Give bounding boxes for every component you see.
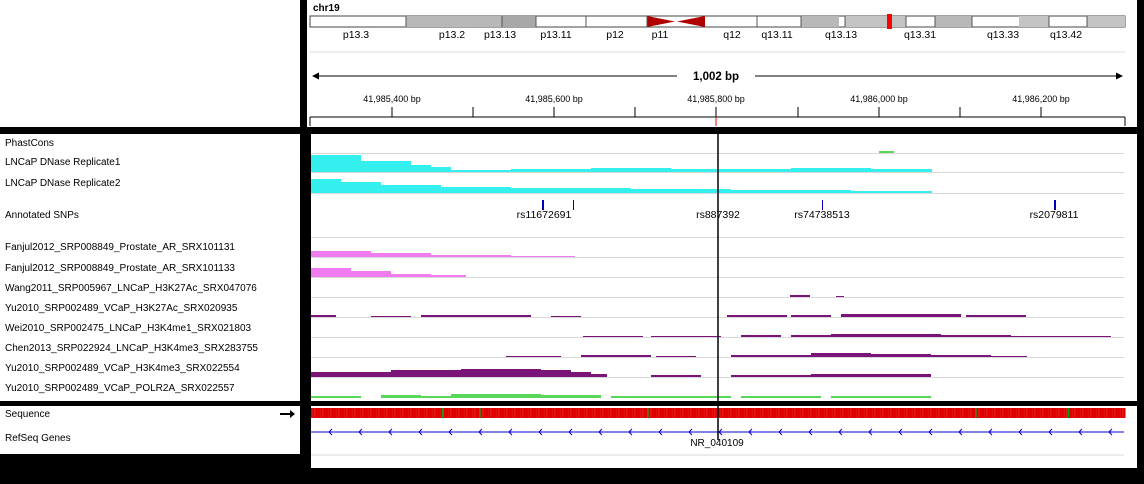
feature-track-panel[interactable]: NR_040109 — [311, 406, 1137, 468]
ideogram-band-label: q13.42 — [1050, 29, 1082, 41]
dnase-rep2-signal — [311, 179, 932, 193]
track-name-dnase-rep2[interactable]: LNCaP DNase Replicate2 — [5, 178, 121, 189]
h3k4me1-signal — [583, 334, 1111, 337]
header-name-panel — [0, 0, 300, 127]
ar-2-signal — [311, 268, 466, 277]
header-data-panel: chr19 — [307, 0, 1137, 127]
track-name-panel: PhastCons LNCaP DNase Replicate1 LNCaP D… — [0, 134, 300, 401]
span-label: 1,002 bp — [693, 71, 739, 83]
track-name-polr2a[interactable]: Yu2010_SRP002489_VCaP_POLR2A_SRX022557 — [5, 383, 235, 394]
ideogram-band-label: p13.13 — [484, 29, 516, 41]
span-indicator: 1,002 bp — [312, 71, 1123, 83]
gene-strand-chevrons — [328, 428, 1113, 436]
ruler-tick-label: 41,986,000 bp — [850, 94, 908, 104]
snp-label[interactable]: rs74738513 — [794, 209, 850, 221]
h3k4me3-2-signal-minor — [651, 374, 931, 377]
track-name-sequence[interactable]: Sequence — [5, 409, 51, 420]
h3k27ac-1-signal — [790, 295, 810, 297]
ruler-tick-label: 41,985,400 bp — [363, 94, 421, 104]
snp-label[interactable]: rs2079811 — [1030, 209, 1079, 221]
ideogram[interactable] — [309, 14, 1126, 29]
track-name-h3k27ac-1[interactable]: Wang2011_SRP005967_LNCaP_H3K27Ac_SRX0470… — [5, 283, 257, 294]
ruler[interactable]: 41,985,400 bp 41,985,600 bp 41,985,800 bp 4… — [309, 94, 1126, 126]
polr2a-signal — [311, 394, 931, 398]
snp-track[interactable]: rs11672691 rs887392 rs74738513 rs2079811 — [517, 200, 1079, 221]
ideogram-band-label: p12 — [606, 29, 624, 41]
track-name-h3k4me3-1[interactable]: Chen2013_SRP022924_LNCaP_H3K4me3_SRX2837… — [5, 343, 258, 354]
gene-label[interactable]: NR_040109 — [690, 438, 744, 449]
track-name-h3k4me3-2[interactable]: Yu2010_SRP002489_VCaP_H3K4me3_SRX022554 — [5, 363, 240, 374]
ideogram-band-label: q13.11 — [761, 29, 792, 41]
strand-arrow-icon[interactable] — [280, 409, 296, 419]
snp-label[interactable]: rs11672691 — [517, 209, 572, 221]
ideogram-band-label: p13.11 — [540, 29, 571, 41]
dnase-rep1-signal — [311, 155, 932, 172]
data-track-panel[interactable]: rs11672691 rs887392 rs74738513 rs2079811 — [311, 134, 1137, 401]
ar-1-signal — [311, 251, 575, 257]
h3k4me3-1-signal — [506, 353, 1027, 357]
h3k4me3-2-signal — [311, 369, 607, 377]
h3k27ac-2-signal — [311, 314, 1026, 317]
ruler-tick-label: 41,985,600 bp — [525, 94, 583, 104]
ruler-tick-label: 41,986,200 bp — [1012, 94, 1070, 104]
chromosome-label: chr19 — [313, 3, 340, 14]
track-name-phastcons[interactable]: PhastCons — [5, 138, 54, 149]
phastcons-signal — [879, 151, 894, 153]
track-name-refseq[interactable]: RefSeq Genes — [5, 433, 71, 444]
track-name-snps[interactable]: Annotated SNPs — [5, 210, 79, 221]
ruler-tick-label: 41,985,800 bp — [687, 94, 745, 104]
ideogram-band-label: p13.3 — [343, 29, 369, 41]
ideogram-band-label: p11 — [652, 29, 669, 41]
ideogram-band-label: q13.33 — [987, 29, 1019, 41]
ideogram-and-ruler[interactable]: p13.3 p13.2 p13.13 p13.11 p12 p11 q12 q13.11 q13… — [307, 0, 1137, 127]
track-name-h3k27ac-2[interactable]: Yu2010_SRP002489_VCaP_H3K27Ac_SRX020935 — [5, 303, 238, 314]
track-name-ar-1[interactable]: Fanjul2012_SRP008849_Prostate_AR_SRX1011… — [5, 242, 235, 253]
ideogram-band-label: q12 — [723, 29, 741, 41]
feature-name-panel: Sequence RefSeq Genes — [0, 406, 300, 454]
track-name-dnase-rep1[interactable]: LNCaP DNase Replicate1 — [5, 157, 121, 168]
track-name-h3k4me1[interactable]: Wei2010_SRP002475_LNCaP_H3K4me1_SRX02180… — [5, 323, 252, 334]
ideogram-position-marker — [887, 14, 892, 29]
ideogram-band-label: q13.13 — [825, 29, 857, 41]
ideogram-band-label: q13.31 — [904, 29, 936, 41]
track-name-ar-2[interactable]: Fanjul2012_SRP008849_Prostate_AR_SRX1011… — [5, 263, 235, 274]
ideogram-band-label: p13.2 — [439, 29, 465, 41]
